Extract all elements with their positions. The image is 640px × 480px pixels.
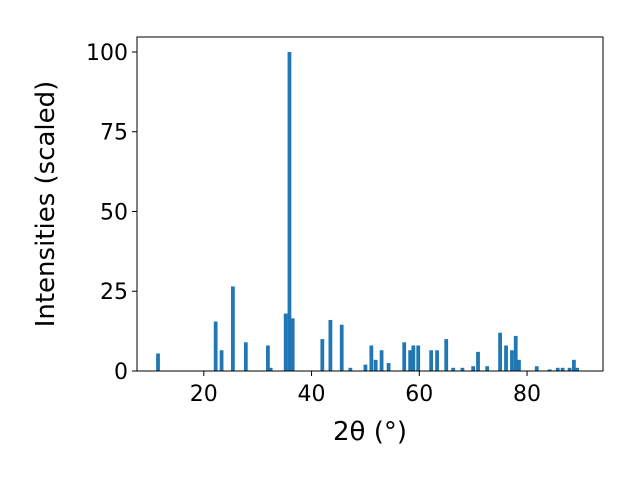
bar: [504, 345, 508, 371]
bar: [560, 367, 565, 371]
bar: [266, 345, 270, 371]
bar: [290, 318, 295, 371]
y-tick-label: 0: [114, 360, 128, 385]
bar: [283, 313, 288, 371]
bar: [156, 353, 160, 371]
bar: [451, 367, 456, 371]
bar: [231, 286, 235, 371]
bar: [534, 366, 539, 371]
x-tick-label: 60: [405, 382, 433, 407]
plot-frame: [136, 36, 604, 372]
bar: [567, 367, 572, 371]
bar: [476, 351, 480, 371]
bar: [219, 350, 224, 371]
bar: [411, 345, 416, 371]
bar: [485, 366, 490, 371]
bar: [555, 367, 560, 371]
bar: [386, 363, 391, 371]
bar: [213, 321, 218, 371]
bar: [513, 335, 518, 371]
bar: [416, 345, 421, 371]
bar: [379, 350, 384, 371]
bar: [547, 369, 552, 371]
bar: [471, 366, 476, 371]
bar: [408, 350, 413, 371]
bar: [444, 339, 449, 371]
x-tick-label: 80: [513, 382, 541, 407]
bar: [517, 359, 521, 371]
bar: [575, 367, 580, 371]
bar: [320, 339, 325, 371]
y-tick-label: 100: [86, 41, 128, 66]
bar: [435, 350, 439, 371]
x-tick-label: 20: [190, 382, 218, 407]
bar: [510, 350, 514, 371]
bar: [363, 364, 368, 371]
bar: [373, 359, 378, 371]
bar: [429, 350, 434, 371]
y-axis-label: Intensities (scaled): [31, 81, 61, 328]
bar: [328, 319, 333, 371]
bar: [339, 324, 344, 371]
bar: [369, 345, 374, 371]
x-tick-label: 40: [298, 382, 326, 407]
bar: [402, 342, 407, 371]
y-tick-label: 25: [100, 280, 128, 305]
y-tick-label: 50: [100, 200, 128, 225]
bar: [243, 342, 248, 371]
y-tick-label: 75: [100, 121, 128, 146]
bar: [498, 332, 502, 371]
bar: [348, 367, 353, 371]
bar: [268, 367, 273, 371]
bar: [572, 359, 576, 371]
bar: [287, 51, 292, 371]
bar: [460, 367, 465, 371]
x-axis-label: 2θ (°): [333, 417, 407, 447]
